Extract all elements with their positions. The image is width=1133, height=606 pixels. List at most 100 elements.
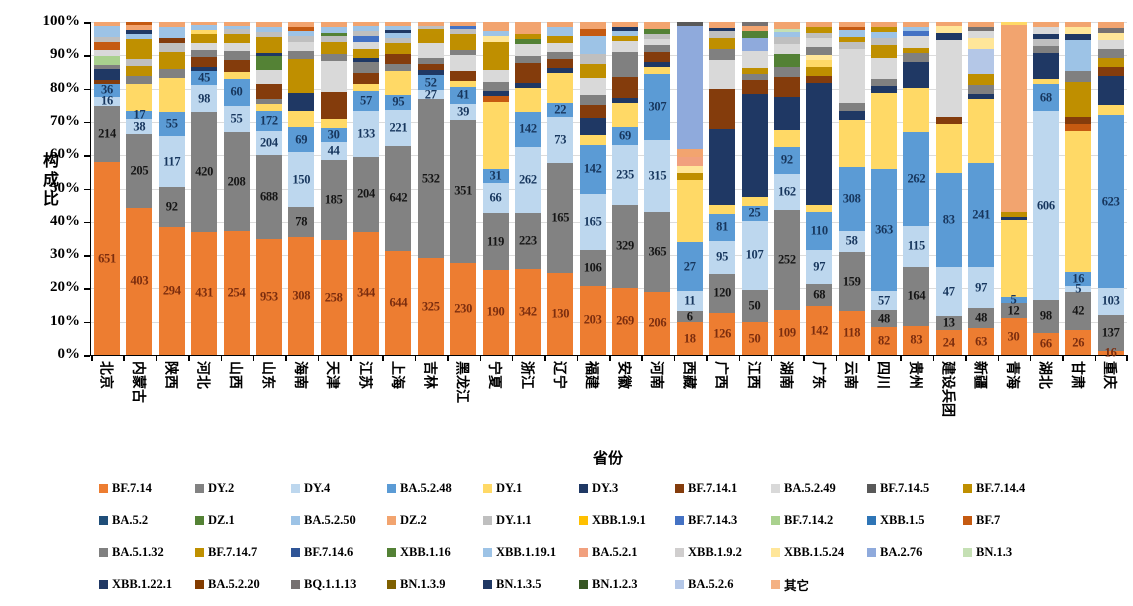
bar-segment <box>612 41 638 53</box>
legend-item-其它: 其它 <box>771 576 867 593</box>
bar-segment <box>450 29 477 35</box>
bar-segment <box>579 64 606 78</box>
bar-segment-label: 159 <box>842 274 861 289</box>
bar-segment: 31 <box>482 168 509 184</box>
bar-segment <box>385 43 412 54</box>
bar-segment <box>935 25 962 33</box>
bar-segment <box>968 22 995 28</box>
bar-segment: 403 <box>126 207 153 355</box>
legend-swatch <box>579 515 588 525</box>
bar-segment: 47 <box>935 267 962 317</box>
bar-segment <box>255 98 282 104</box>
legend-item-DY.1.1: DY.1.1 <box>483 512 579 528</box>
bar-segment <box>482 22 509 31</box>
bar-segment <box>417 42 444 59</box>
bar-segment <box>191 29 218 35</box>
bar-segment: 344 <box>353 231 379 355</box>
bar-segment <box>903 87 930 133</box>
x-tick-label-吉林: 吉林 <box>414 361 447 389</box>
x-axis-tick <box>1029 355 1032 361</box>
x-tick-label-建设兵团: 建设兵团 <box>932 361 965 417</box>
bar-segment <box>385 29 412 34</box>
bar-segment <box>709 31 736 39</box>
x-axis-tick <box>414 355 417 361</box>
legend-label: BA.5.2.20 <box>208 576 260 591</box>
bar-segment <box>968 38 995 49</box>
legend-item-BF.7.14.4: BF.7.14.4 <box>963 480 1059 496</box>
bar-segment-label: 27 <box>683 259 696 274</box>
bar-segment <box>223 59 250 72</box>
bar-segment: 22 <box>547 103 574 118</box>
bar-segment-label: 214 <box>98 126 116 141</box>
bar-segment <box>514 87 541 112</box>
x-tick-label-云南: 云南 <box>835 361 868 389</box>
bar-segment: 230 <box>450 262 477 355</box>
bar-segment-label: 26 <box>1072 335 1085 350</box>
legend-swatch <box>291 579 300 589</box>
x-axis-tick <box>803 355 805 361</box>
bar-segment <box>1097 66 1124 76</box>
legend-item-XBB.1.16: XBB.1.16 <box>387 544 483 560</box>
bar-segment <box>968 74 995 85</box>
bar-segment-label: 403 <box>130 273 149 288</box>
bar-segment <box>223 71 250 79</box>
bar-segment <box>676 156 703 166</box>
bar-segment <box>644 38 671 46</box>
legend-swatch <box>963 483 972 493</box>
bar-segment-label: 18 <box>683 331 696 346</box>
bar-segment <box>514 55 541 63</box>
x-tick-label-安徽: 安徽 <box>608 361 641 389</box>
bar-segment <box>838 119 865 167</box>
bar-segment <box>741 30 768 38</box>
bar-segment-label: 45 <box>198 70 211 85</box>
bar-segment <box>385 53 412 64</box>
bar-segment <box>1032 46 1059 53</box>
x-axis-tick <box>900 355 902 361</box>
x-tick-label-山西: 山西 <box>220 361 253 389</box>
bar-segment <box>320 32 347 37</box>
bar-segment: 623 <box>1097 115 1124 288</box>
bar-segment <box>644 28 671 34</box>
bar-segment: 18 <box>676 322 703 355</box>
bar-segment <box>968 48 995 74</box>
bar-segment <box>1097 22 1124 28</box>
bar-segment-label: 142 <box>810 323 829 338</box>
bar-江苏: 344 204 133 57 <box>353 22 379 355</box>
bar-segment <box>514 82 541 88</box>
bar-segment: 294 <box>158 226 185 355</box>
bar-segment-label: 329 <box>616 238 634 253</box>
x-axis-tick <box>609 355 611 361</box>
bar-segment: 26 <box>1065 330 1092 355</box>
bar-segment: 109 <box>773 310 800 355</box>
legend-swatch <box>483 483 492 493</box>
gridline <box>91 188 1127 190</box>
legend-label: XBB.1.9.1 <box>592 512 646 527</box>
bar-segment-label: 92 <box>165 199 178 214</box>
legend-row: BF.7.14 DY.2 DY.4 BA.5.2.48 DY.1 DY.3 BF.7.14.… <box>99 480 1059 496</box>
bar-segment <box>1065 81 1092 118</box>
bar-segment-label: 119 <box>486 234 505 249</box>
legend-swatch <box>579 483 588 493</box>
bar-segment: 208 <box>223 131 250 232</box>
x-tick-label-贵州: 贵州 <box>899 361 932 389</box>
bar-segment-label: 69 <box>295 132 308 147</box>
bar-segment-label: 16 <box>1104 345 1117 360</box>
bar-segment <box>450 81 477 87</box>
bar-segment <box>191 25 218 30</box>
bar-segment <box>806 27 833 33</box>
bar-segment: 60 <box>223 78 250 107</box>
bar-segment <box>255 37 282 53</box>
bar-segment: 63 <box>968 328 995 355</box>
bar-segment <box>547 32 574 37</box>
bar-segment-label: 342 <box>518 304 537 319</box>
bar-segment <box>158 77 185 113</box>
bar-segment-label: 137 <box>1101 325 1120 340</box>
x-tick-label-湖北: 湖北 <box>1029 361 1062 389</box>
bar-segment <box>353 22 379 27</box>
x-tick-label-甘肃: 甘肃 <box>1061 361 1094 389</box>
bar-segment: 117 <box>158 136 185 187</box>
bar-segment-label: 31 <box>489 168 502 183</box>
x-axis-tick <box>738 355 740 361</box>
bar-segment-label: 642 <box>389 190 408 205</box>
bar-segment <box>288 41 315 51</box>
